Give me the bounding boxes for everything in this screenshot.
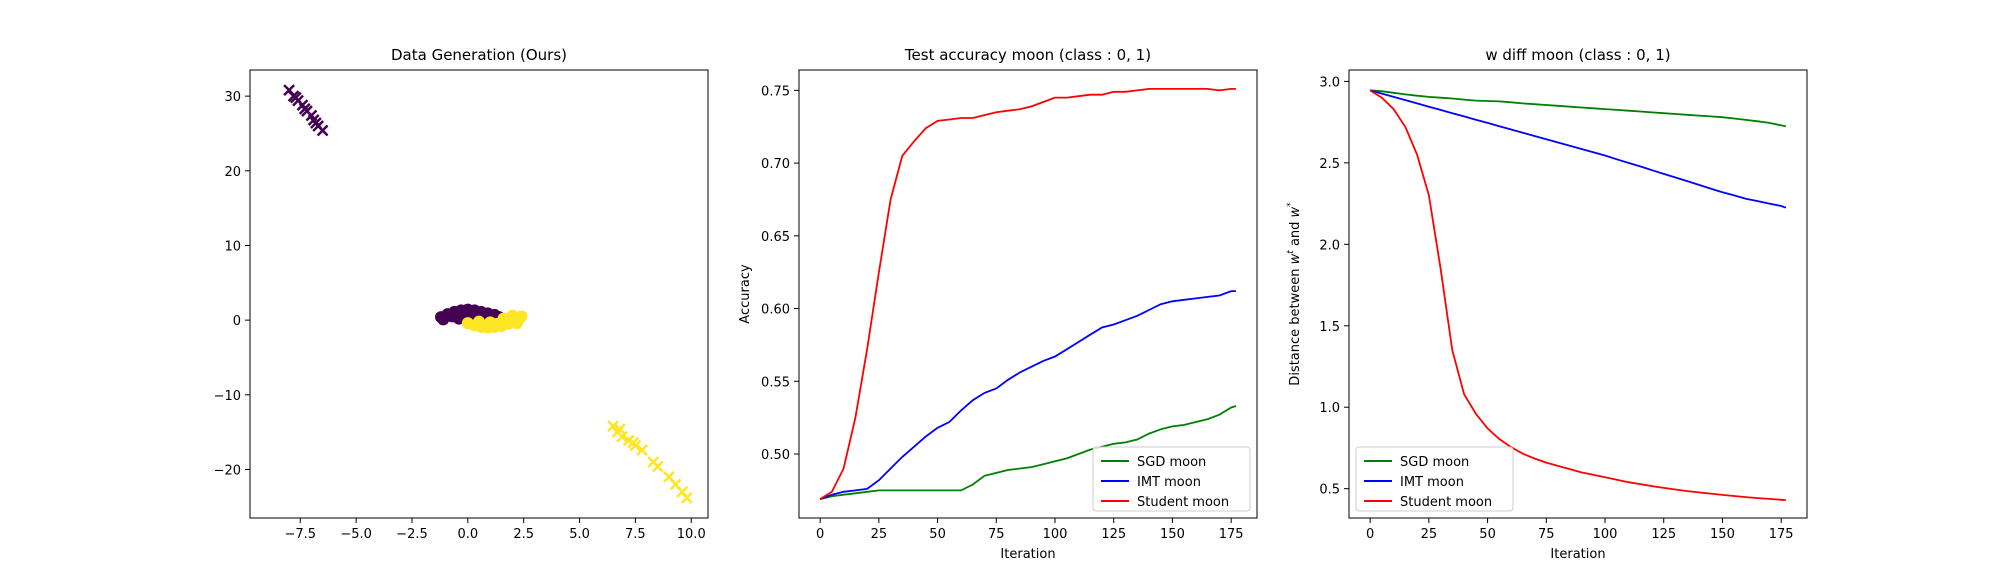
scatter-point: [651, 460, 664, 473]
legend-box: [1355, 446, 1514, 512]
legend-label: Student moon: [1137, 495, 1229, 510]
x-tick-label: 75: [1538, 527, 1555, 542]
y-tick-label: 0.50: [761, 448, 790, 463]
x-tick-label: 150: [1710, 527, 1735, 542]
series-line-sgd-moon: [819, 405, 1237, 500]
x-tick-label: 0: [1366, 527, 1374, 542]
x-tick-label: 125: [1651, 527, 1676, 542]
y-tick-label: −20: [214, 463, 241, 478]
x-tick-label: 25: [871, 527, 888, 542]
axes-frame: [798, 69, 1258, 519]
x-tick-label: 0.0: [457, 527, 478, 542]
series-line-imt-moon: [819, 290, 1236, 500]
scatter-point: [452, 312, 465, 325]
axes-frame: [1348, 69, 1808, 519]
legend-label: IMT moon: [1137, 475, 1201, 490]
y-axis-label: Distance between wt and w*: [1286, 202, 1303, 386]
x-tick-label: 2.5: [513, 527, 534, 542]
x-axis-label: Iteration: [1000, 547, 1055, 562]
y-tick-label: 0: [233, 314, 241, 329]
scatter-point: [310, 117, 322, 129]
subplot-2: w diff moon (class : 0, 1) 0 25 50 75 100 125 1…: [1286, 46, 1808, 562]
series-line-student-moon: [1369, 89, 1786, 501]
x-tick-label: 100: [1593, 527, 1618, 542]
subplot-0: Data Generation (Ours) −7.5 −5.0 −2.5 0.0 2.5…: [214, 46, 709, 542]
legend-label: IMT moon: [1400, 475, 1464, 490]
x-tick-label: 75: [988, 527, 1005, 542]
x-axis-label: Iteration: [1550, 547, 1605, 562]
series-line-sgd-moon: [1370, 89, 1787, 128]
y-tick-label: −10: [214, 389, 241, 404]
y-tick-label: 0.70: [761, 157, 790, 172]
x-tick-label: 10.0: [677, 527, 706, 542]
x-tick-label: 175: [1219, 527, 1244, 542]
y-tick-label: 0.55: [761, 375, 790, 390]
chart-title: Data Generation (Ours): [391, 46, 567, 64]
subplot-1: Test accuracy moon (class : 0, 1) 0 25 50 75…: [738, 46, 1258, 562]
x-tick-label: 100: [1043, 527, 1068, 542]
chart-title: w diff moon (class : 0, 1): [1485, 46, 1670, 64]
y-tick-label: 1.5: [1319, 320, 1340, 335]
legend-label: Student moon: [1400, 495, 1492, 510]
y-tick-label: 2.0: [1319, 238, 1340, 253]
x-tick-label: 150: [1160, 527, 1185, 542]
x-tick-label: −7.5: [284, 527, 316, 542]
scatter-point: [627, 436, 640, 449]
y-tick-label: 20: [224, 165, 241, 180]
x-tick-label: 5.0: [569, 527, 590, 542]
chart-title: Test accuracy moon (class : 0, 1): [904, 46, 1151, 64]
scatter-point: [298, 102, 311, 115]
series-line-imt-moon: [1369, 89, 1787, 209]
x-tick-label: 7.5: [625, 527, 646, 542]
scatter-point: [680, 491, 693, 504]
scatter-point: [473, 315, 485, 328]
scatter-point: [490, 317, 503, 330]
y-tick-label: 1.0: [1319, 401, 1340, 416]
x-tick-label: 50: [929, 527, 946, 542]
series-line-student-moon: [819, 88, 1236, 500]
y-tick-label: 2.5: [1319, 157, 1340, 172]
scatter-point: [289, 91, 302, 104]
x-tick-label: 25: [1421, 527, 1438, 542]
x-tick-label: 0: [816, 527, 824, 542]
x-tick-label: −5.0: [340, 527, 372, 542]
x-tick-label: 125: [1101, 527, 1126, 542]
y-tick-label: 0.65: [761, 230, 790, 245]
y-tick-label: 10: [224, 239, 241, 254]
scatter-point: [510, 317, 523, 330]
legend-label: SGD moon: [1400, 455, 1469, 470]
scatter-point: [613, 423, 626, 436]
y-tick-label: 30: [224, 90, 241, 105]
axes-frame: [249, 69, 709, 519]
x-tick-label: 50: [1479, 527, 1496, 542]
y-axis-label: Accuracy: [738, 264, 753, 324]
legend: SGD moon IMT moon Student moon: [1355, 446, 1514, 512]
x-tick-label: −2.5: [396, 527, 428, 542]
y-tick-label: 0.60: [761, 303, 790, 318]
legend: SGD moon IMT moon Student moon: [1092, 446, 1251, 512]
y-tick-label: 3.0: [1319, 75, 1340, 90]
y-tick-label: 0.75: [761, 84, 790, 99]
legend-label: SGD moon: [1137, 455, 1206, 470]
legend-box: [1092, 446, 1251, 512]
x-tick-label: 175: [1769, 527, 1794, 542]
y-tick-label: 0.5: [1319, 483, 1340, 498]
